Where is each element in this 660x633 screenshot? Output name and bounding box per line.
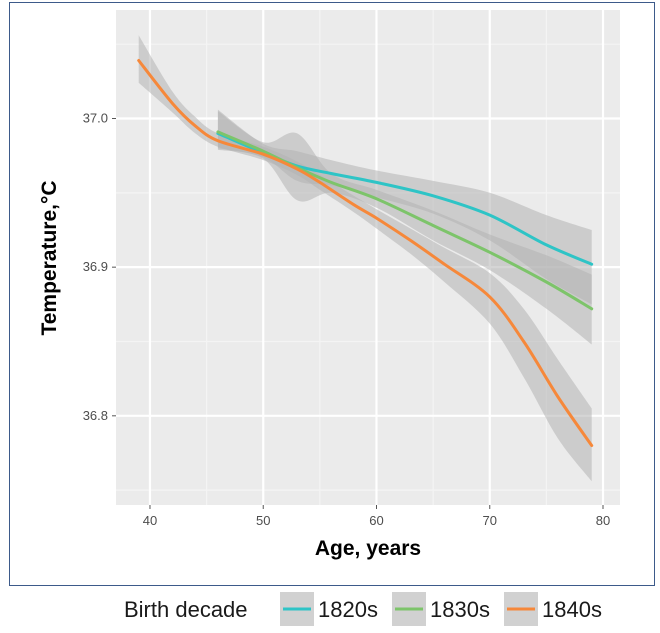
x-tick-label: 50 xyxy=(256,513,270,528)
y-tick-label: 37.0 xyxy=(83,111,108,126)
y-axis-title: Temperature,°C xyxy=(38,180,61,335)
series-lines xyxy=(137,59,594,447)
y-axis: 36.8 36.9 37.0 xyxy=(83,111,116,423)
y-tick-label: 36.9 xyxy=(83,259,108,274)
x-axis: 40 50 60 70 80 xyxy=(143,505,610,528)
legend-item-1840s: 1840s xyxy=(504,592,602,626)
x-tick-label: 70 xyxy=(483,513,497,528)
legend-label: 1840s xyxy=(542,597,602,622)
legend-label: 1830s xyxy=(430,597,490,622)
figure-frame xyxy=(9,2,655,586)
legend-label: 1820s xyxy=(318,597,378,622)
series-line-1830s xyxy=(216,130,594,311)
x-tick-label: 60 xyxy=(369,513,383,528)
legend: Birth decade 1820s 1830s 1840s xyxy=(124,592,602,626)
y-tick-label: 36.8 xyxy=(83,408,108,423)
x-tick-label: 40 xyxy=(143,513,157,528)
legend-title: Birth decade xyxy=(124,597,248,622)
legend-item-1820s: 1820s xyxy=(280,592,378,626)
x-tick-label: 80 xyxy=(596,513,610,528)
series-line-1840s xyxy=(137,59,594,447)
x-axis-title: Age, years xyxy=(315,537,421,560)
legend-item-1830s: 1830s xyxy=(392,592,490,626)
